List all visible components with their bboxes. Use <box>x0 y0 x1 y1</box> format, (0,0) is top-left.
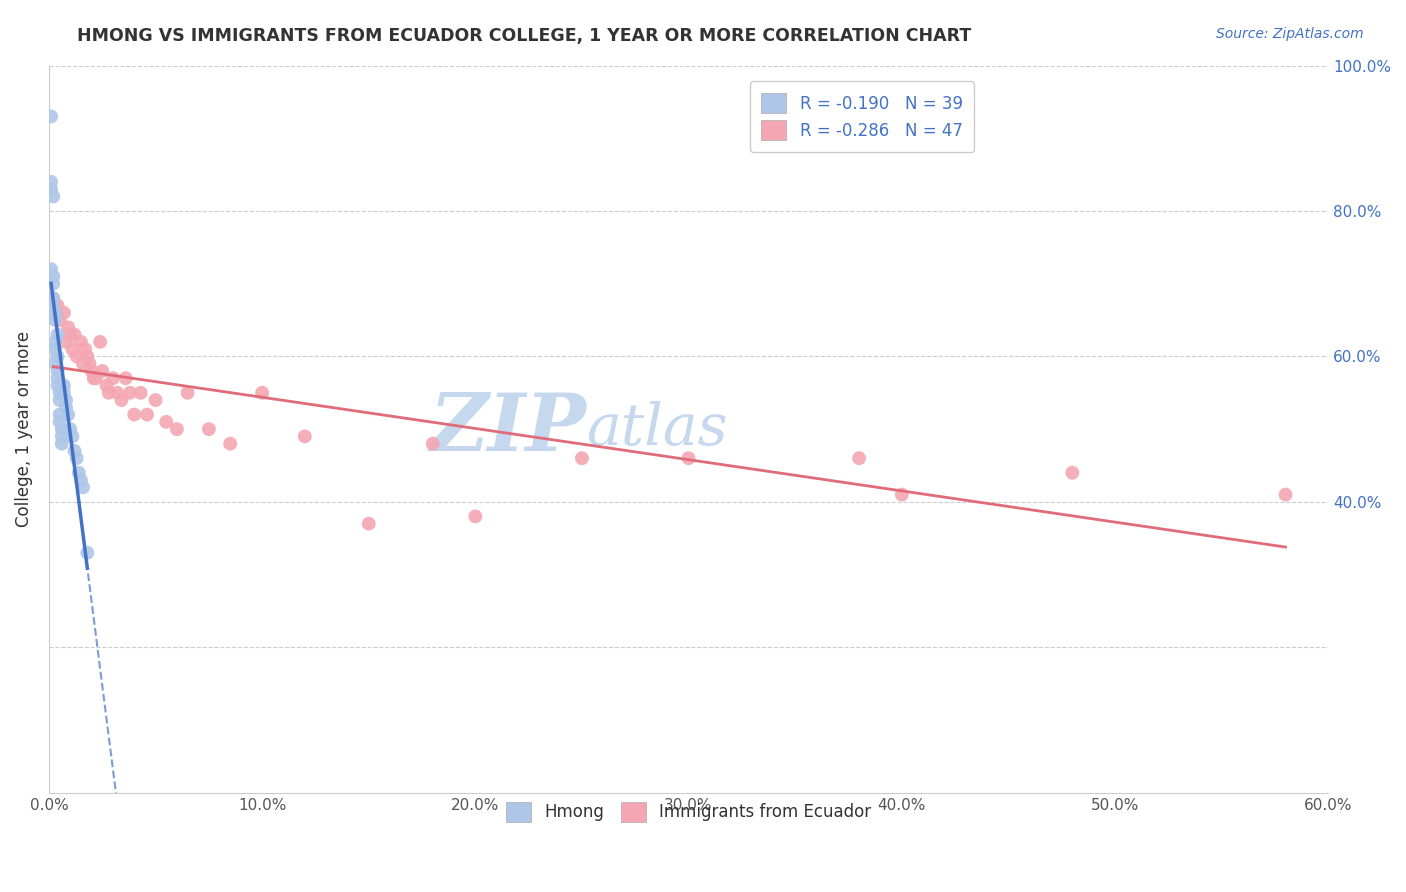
Point <box>66 451 89 466</box>
Point <box>75 342 97 356</box>
Point <box>84 371 107 385</box>
Point <box>464 509 486 524</box>
Point <box>44 334 66 349</box>
Point <box>145 392 167 407</box>
Point <box>72 357 94 371</box>
Point <box>39 262 62 277</box>
Point <box>114 371 136 385</box>
Point <box>44 342 66 356</box>
Point <box>52 378 75 392</box>
Point <box>51 436 73 450</box>
Point <box>118 385 141 400</box>
Point <box>42 291 65 305</box>
Point <box>48 392 70 407</box>
Point <box>70 473 93 487</box>
Point <box>56 320 79 334</box>
Point <box>105 385 128 400</box>
Point <box>678 451 700 466</box>
Point <box>42 189 65 203</box>
Point <box>89 334 111 349</box>
Point <box>76 546 98 560</box>
Point <box>250 385 273 400</box>
Point <box>83 371 105 385</box>
Point <box>59 422 82 436</box>
Point <box>848 451 870 466</box>
Point <box>136 408 159 422</box>
Point <box>44 357 66 371</box>
Point <box>63 327 86 342</box>
Point <box>76 350 98 364</box>
Point <box>46 299 69 313</box>
Text: atlas: atlas <box>586 401 728 458</box>
Point <box>63 444 86 458</box>
Point <box>1062 466 1084 480</box>
Point <box>122 408 145 422</box>
Point <box>48 385 70 400</box>
Point <box>46 350 69 364</box>
Text: HMONG VS IMMIGRANTS FROM ECUADOR COLLEGE, 1 YEAR OR MORE CORRELATION CHART: HMONG VS IMMIGRANTS FROM ECUADOR COLLEGE… <box>77 27 972 45</box>
Point <box>80 364 103 378</box>
Legend: Hmong, Immigrants from Ecuador: Hmong, Immigrants from Ecuador <box>492 789 884 835</box>
Point <box>42 299 65 313</box>
Point <box>42 269 65 284</box>
Point <box>46 378 69 392</box>
Point <box>91 364 114 378</box>
Point <box>357 516 380 531</box>
Point <box>52 306 75 320</box>
Point <box>46 371 69 385</box>
Point <box>48 415 70 429</box>
Point <box>55 401 77 415</box>
Y-axis label: College, 1 year or more: College, 1 year or more <box>15 331 32 527</box>
Point <box>55 392 77 407</box>
Point <box>39 110 62 124</box>
Point <box>42 291 65 305</box>
Point <box>890 487 912 501</box>
Point <box>59 327 82 342</box>
Point <box>42 277 65 291</box>
Point <box>219 436 242 450</box>
Point <box>62 429 84 443</box>
Point <box>70 334 93 349</box>
Point <box>101 371 124 385</box>
Point <box>67 466 90 480</box>
Point <box>46 364 69 378</box>
Point <box>155 415 177 429</box>
Point <box>1274 487 1296 501</box>
Point <box>48 313 70 327</box>
Text: Source: ZipAtlas.com: Source: ZipAtlas.com <box>1216 27 1364 41</box>
Point <box>176 385 198 400</box>
Point <box>46 327 69 342</box>
Point <box>79 357 101 371</box>
Point <box>96 378 118 392</box>
Point <box>294 429 316 443</box>
Point <box>51 422 73 436</box>
Text: ZIP: ZIP <box>429 391 586 468</box>
Point <box>422 436 444 450</box>
Point <box>571 451 593 466</box>
Point <box>62 342 84 356</box>
Point <box>44 313 66 327</box>
Point <box>72 480 94 494</box>
Point <box>110 392 132 407</box>
Point <box>39 175 62 189</box>
Point <box>51 429 73 443</box>
Point <box>56 408 79 422</box>
Point <box>198 422 221 436</box>
Point <box>44 306 66 320</box>
Point <box>166 422 188 436</box>
Point <box>55 334 77 349</box>
Point <box>66 350 89 364</box>
Point <box>39 182 62 196</box>
Point <box>129 385 152 400</box>
Point <box>48 408 70 422</box>
Point <box>52 385 75 400</box>
Point <box>97 385 120 400</box>
